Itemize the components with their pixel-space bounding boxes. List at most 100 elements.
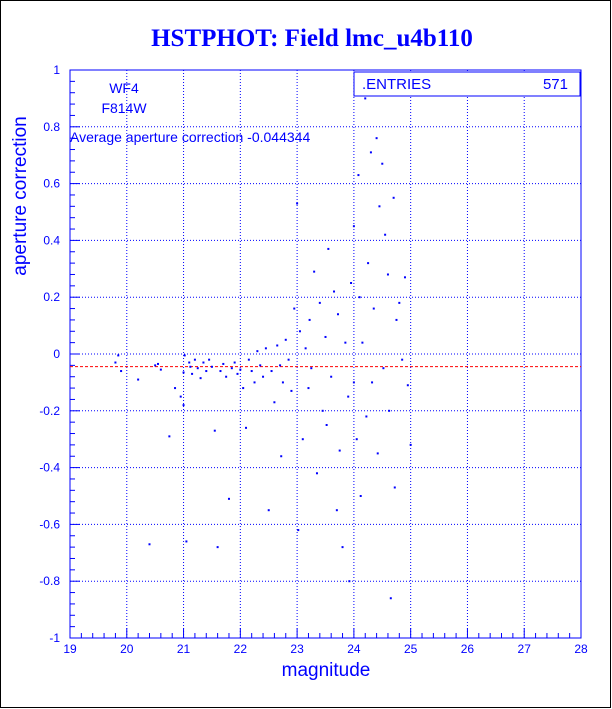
- data-point-5: [154, 364, 157, 367]
- data-point-2: [120, 370, 123, 373]
- data-point-28: [222, 362, 225, 365]
- stats-entries-value: 571: [543, 76, 568, 93]
- data-point-56: [297, 529, 300, 532]
- data-point-4: [148, 543, 151, 546]
- data-point-55: [296, 202, 299, 205]
- data-point-38: [250, 370, 253, 373]
- annotation-chip: WF4: [109, 80, 139, 96]
- y-tick-label-5: 0: [53, 347, 60, 361]
- data-point-79: [350, 282, 353, 284]
- data-point-40: [256, 350, 259, 353]
- data-point-27: [219, 370, 222, 373]
- y-tick-label-7: 0.4: [43, 233, 60, 247]
- data-point-0: [114, 361, 117, 364]
- y-tick-labels: -1 -0.8 -0.6 -0.4 -0.2 0 0.2 0.4 0.6 0.8 1: [39, 63, 60, 645]
- data-point-67: [324, 335, 327, 338]
- data-point-6: [157, 362, 160, 365]
- data-point-69: [327, 247, 330, 250]
- x-tick-label-6: 25: [404, 642, 418, 656]
- data-point-93: [375, 137, 378, 140]
- data-point-25: [213, 429, 216, 432]
- y-tick-label-4: -0.2: [39, 404, 60, 418]
- x-tick-label-4: 23: [290, 642, 304, 656]
- x-tick-labels: 19 20 21 22 23 24 25 26 27 28: [63, 642, 588, 656]
- data-point-100: [388, 409, 391, 412]
- data-point-75: [341, 546, 344, 549]
- data-point-11: [182, 404, 185, 407]
- data-point-3: [137, 378, 140, 381]
- data-point-87: [364, 97, 367, 100]
- data-point-36: [245, 426, 248, 429]
- data-point-12: [182, 371, 185, 374]
- data-point-78: [348, 580, 351, 583]
- data-point-80: [352, 225, 355, 228]
- data-point-21: [202, 361, 205, 364]
- data-point-15: [188, 361, 191, 364]
- data-point-19: [196, 367, 199, 370]
- data-point-102: [392, 196, 395, 199]
- data-point-62: [310, 367, 313, 370]
- chart-title: HSTPHOT: Field lmc_u4b110: [151, 25, 473, 52]
- x-tick-label-8: 27: [518, 642, 532, 656]
- stats-box: .ENTRIES 571: [353, 71, 581, 97]
- data-point-95: [378, 205, 381, 208]
- data-point-77: [347, 395, 350, 398]
- data-point-70: [330, 375, 333, 378]
- data-point-18: [193, 358, 196, 361]
- data-point-96: [381, 162, 384, 165]
- data-point-26: [216, 546, 219, 549]
- stats-box-frame: [353, 71, 581, 97]
- data-point-88: [365, 415, 368, 418]
- data-point-84: [358, 296, 361, 299]
- data-point-68: [325, 424, 328, 426]
- data-point-37: [247, 358, 250, 361]
- data-point-54: [293, 307, 296, 310]
- data-point-7: [159, 368, 162, 371]
- data-point-47: [276, 344, 279, 347]
- data-point-32: [233, 361, 236, 364]
- data-point-85: [359, 495, 362, 497]
- data-point-81: [352, 381, 355, 384]
- x-tick-label-1: 20: [120, 642, 134, 656]
- data-point-107: [403, 276, 406, 279]
- data-points: [114, 97, 412, 600]
- data-point-43: [264, 347, 267, 350]
- data-point-13: [183, 354, 186, 357]
- data-point-66: [321, 409, 324, 412]
- data-point-103: [393, 486, 396, 489]
- data-point-63: [313, 270, 316, 273]
- x-tick-label-0: 19: [63, 642, 77, 656]
- y-tick-label-10: 1: [53, 63, 60, 77]
- data-point-91: [371, 381, 374, 384]
- data-point-9: [174, 387, 177, 390]
- data-point-46: [273, 401, 276, 404]
- data-point-1: [117, 354, 120, 357]
- stats-entries-label: .ENTRIES: [362, 76, 431, 93]
- data-point-50: [281, 381, 284, 384]
- data-point-23: [208, 358, 211, 361]
- data-point-109: [409, 443, 412, 446]
- data-point-35: [242, 387, 245, 390]
- x-tick-label-9: 28: [574, 642, 588, 656]
- y-tick-label-3: -0.4: [39, 461, 60, 475]
- data-point-74: [338, 449, 341, 452]
- data-point-45: [270, 370, 273, 373]
- x-tick-label-3: 22: [234, 642, 248, 656]
- data-point-83: [357, 174, 360, 177]
- data-point-92: [372, 307, 375, 310]
- data-point-64: [315, 472, 318, 475]
- data-point-86: [361, 341, 364, 344]
- data-point-82: [355, 438, 358, 441]
- data-point-17: [191, 372, 194, 375]
- data-point-29: [225, 375, 228, 378]
- data-point-98: [384, 233, 387, 236]
- y-tick-label-8: 0.6: [43, 177, 60, 191]
- data-point-49: [280, 455, 283, 458]
- annotation-filter: F814W: [101, 100, 147, 116]
- data-point-58: [301, 438, 304, 441]
- data-point-10: [179, 395, 182, 398]
- data-point-99: [386, 273, 389, 276]
- x-tick-label-7: 26: [461, 642, 475, 656]
- data-point-48: [279, 364, 282, 367]
